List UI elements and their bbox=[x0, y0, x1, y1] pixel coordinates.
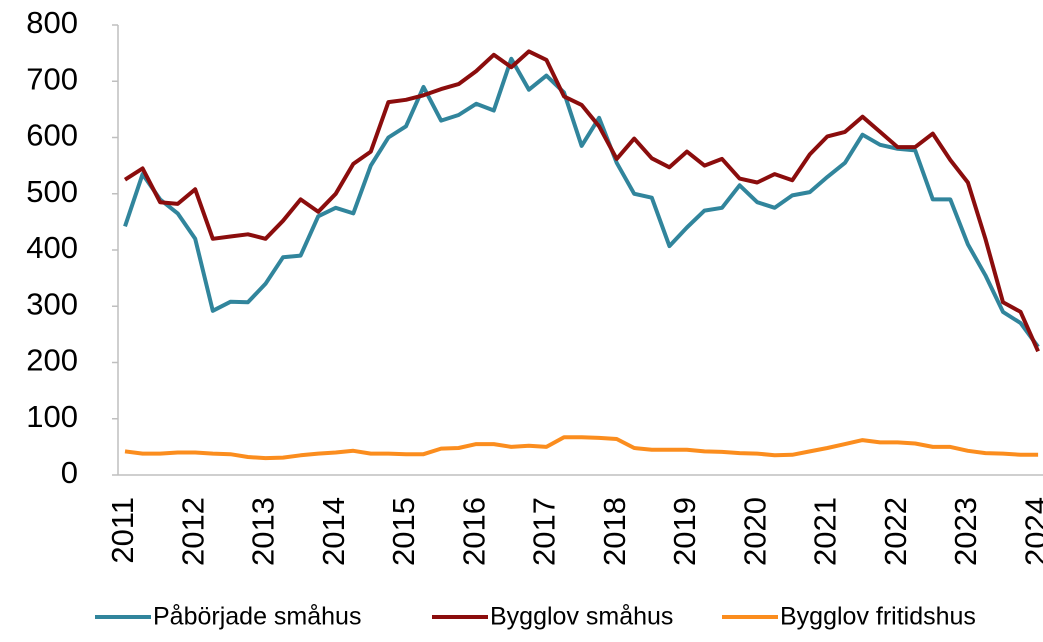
y-tick-label: 400 bbox=[26, 230, 78, 265]
x-tick-label: 2023 bbox=[948, 497, 983, 566]
x-tick-label: 2024 bbox=[1018, 497, 1043, 566]
x-tick-label: 2014 bbox=[316, 497, 351, 566]
y-tick-label: 600 bbox=[26, 118, 78, 153]
x-tick-label: 2018 bbox=[597, 497, 632, 566]
x-tick-label: 2015 bbox=[386, 497, 421, 566]
y-tick-label: 700 bbox=[26, 61, 78, 96]
series-line bbox=[123, 49, 1040, 353]
x-tick-label: 2012 bbox=[175, 497, 210, 566]
x-tick-label: 2016 bbox=[456, 497, 491, 566]
y-tick-label: 500 bbox=[26, 174, 78, 209]
series-line bbox=[124, 435, 1039, 461]
x-tick-label: 2017 bbox=[527, 497, 562, 566]
y-tick-label: 300 bbox=[26, 286, 78, 321]
x-tick-label: 2019 bbox=[667, 497, 702, 566]
x-tick-label: 2013 bbox=[246, 497, 281, 566]
x-tick-label: 2022 bbox=[878, 497, 913, 566]
legend-label: Bygglov fritidshus bbox=[780, 603, 976, 631]
y-tick-label: 100 bbox=[26, 399, 78, 434]
legend-label: Bygglov småhus bbox=[490, 603, 673, 631]
x-tick-label: 2020 bbox=[737, 497, 772, 566]
x-tick-label: 2021 bbox=[808, 497, 843, 566]
y-tick-label: 200 bbox=[26, 343, 78, 378]
legend-label: Påbörjade småhus bbox=[153, 603, 361, 631]
y-tick-label: 0 bbox=[61, 455, 78, 490]
y-tick-label: 800 bbox=[26, 5, 78, 40]
x-tick-label: 2011 bbox=[105, 497, 140, 564]
series-line bbox=[123, 56, 1040, 348]
